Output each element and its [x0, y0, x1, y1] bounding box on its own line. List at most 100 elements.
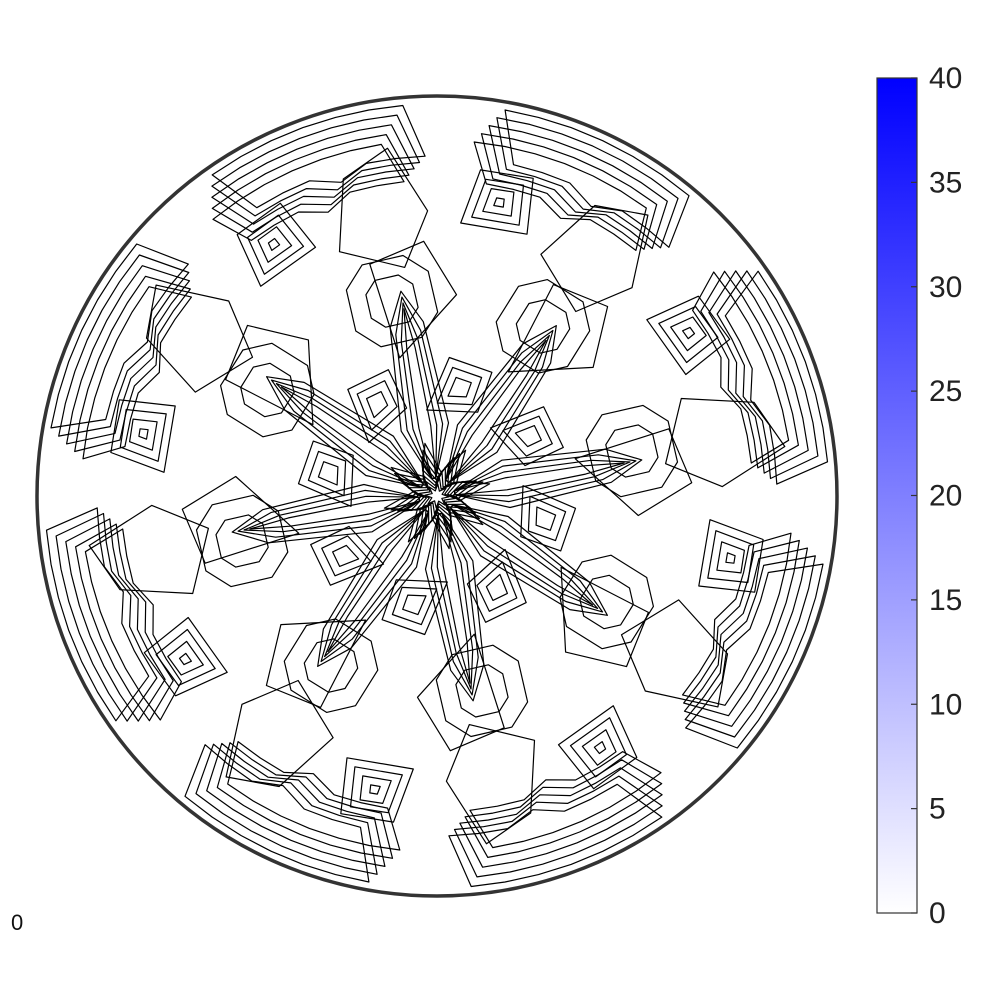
contour-outer-lobe	[540, 204, 649, 313]
contour-mid-block	[585, 404, 679, 498]
contour-outer-lobe	[664, 397, 786, 488]
contour-mid-block	[240, 362, 295, 418]
colorbar-tick-label: 20	[929, 480, 962, 513]
contour-rim-band	[448, 783, 663, 888]
contour-mid-block	[559, 554, 655, 650]
contour-spoke	[436, 512, 474, 690]
contour-mid-block	[515, 299, 571, 354]
contour-rim-band	[464, 759, 663, 859]
contour-spoke	[450, 504, 599, 610]
contour-outer-peak	[369, 784, 381, 795]
colorbar-tick-label: 25	[929, 375, 962, 408]
contour-rim-band	[473, 141, 647, 251]
contour-spoke	[400, 302, 438, 480]
colorbar-tick-label: 40	[929, 62, 962, 95]
contour-spoke	[430, 512, 479, 696]
contour-outer-peak	[178, 652, 192, 666]
contour-outer-peak	[110, 399, 176, 473]
contour-outer-peak	[569, 717, 628, 778]
contour-inner-pad	[356, 380, 398, 431]
contour-rim-band	[65, 265, 191, 445]
contour-outer-lobe	[225, 679, 334, 788]
contour-rim-band	[700, 270, 800, 469]
contour-radial-lobe	[181, 475, 300, 564]
contour-outer-peak	[129, 418, 158, 451]
contour-outer-lobe	[445, 723, 536, 845]
contour-inner-pad	[381, 579, 448, 636]
contour-rim-band	[74, 523, 174, 722]
contour-spoke	[320, 509, 429, 663]
colorbar-tick-label: 35	[929, 166, 962, 199]
contour-spoke	[270, 379, 424, 488]
contour-rim-band	[716, 270, 819, 480]
contour-rim-band	[684, 555, 816, 738]
contour-inner-pad	[466, 548, 527, 623]
contour-rim-band	[683, 547, 809, 727]
contour-outer-peak	[143, 616, 228, 697]
contour-inner-pad	[366, 391, 389, 419]
contour-spoke	[395, 296, 444, 480]
contour-rim-band	[496, 117, 679, 249]
contour-inner-pad	[514, 425, 543, 448]
contour-outer-peak	[119, 408, 167, 462]
contour-spoke	[450, 504, 604, 613]
contour-outer-peak	[460, 169, 534, 235]
contour-inner-pad	[489, 406, 564, 467]
contour-inner-pad	[307, 450, 347, 497]
contour-outer-lobe	[338, 147, 429, 268]
contour-hub-ring	[424, 483, 450, 509]
contour-rim-band	[685, 563, 824, 749]
contour-outer-peak	[138, 428, 149, 440]
contour-spoke	[453, 454, 637, 503]
contour-rim-band	[82, 286, 192, 460]
contour-spoke	[280, 386, 424, 488]
colorbar-tick-label: 0	[929, 897, 946, 930]
contour-outer-peak	[359, 775, 392, 805]
contour-outer-lobe	[620, 599, 729, 708]
contour-radial-lobe	[225, 324, 314, 426]
colorbar-tick-label: 5	[929, 793, 946, 826]
contour-mid-block	[283, 618, 379, 714]
contour-outer-peak	[707, 530, 755, 584]
contour-outer-peak	[349, 766, 403, 814]
contour-spoke	[453, 462, 625, 496]
colorbar-tick-label: 15	[929, 584, 962, 617]
contour-outer-peak	[646, 295, 731, 376]
contour-rim-band	[683, 539, 800, 717]
disk-boundary	[35, 94, 839, 898]
contour-rim-band	[504, 109, 690, 248]
contour-outer-peak	[681, 326, 696, 340]
contour-rim-band	[50, 243, 189, 429]
contour-outer-peak	[716, 541, 746, 574]
contour-rim-band	[206, 742, 386, 868]
contour-rim-band	[480, 133, 658, 250]
colorbar-tick-label: 10	[929, 688, 962, 721]
contour-spoke	[453, 459, 631, 497]
contour-spoke	[249, 496, 421, 530]
contour-inner-pad	[426, 356, 493, 413]
contour-outer-peak	[557, 705, 638, 790]
corner-label: 0	[11, 910, 24, 935]
contour-mid-block	[220, 342, 315, 438]
contour-inner-pad	[447, 376, 472, 398]
contour-inner-pad	[535, 506, 557, 531]
contour-outer-peak	[593, 740, 607, 755]
contour-spoke	[327, 509, 429, 653]
contour-rim-band	[488, 124, 668, 250]
contour-outer-peak	[247, 214, 305, 275]
contour-hub-ring	[383, 442, 491, 550]
contour-outer-peak	[471, 178, 525, 226]
contour-rim-band	[212, 143, 405, 241]
contour-outer-peak	[658, 306, 719, 364]
contour-spoke	[437, 512, 471, 684]
contour-rim-band	[216, 742, 394, 859]
contour-rim-band	[691, 271, 790, 464]
contour-inner-pad	[402, 594, 427, 616]
contour-outer-peak	[340, 757, 414, 823]
contour-inner-pad	[502, 415, 553, 457]
contour-rim-band	[195, 743, 378, 875]
contour-rim-band	[184, 744, 370, 883]
contour-rim-band	[469, 750, 662, 849]
contour-spoke	[237, 489, 421, 538]
